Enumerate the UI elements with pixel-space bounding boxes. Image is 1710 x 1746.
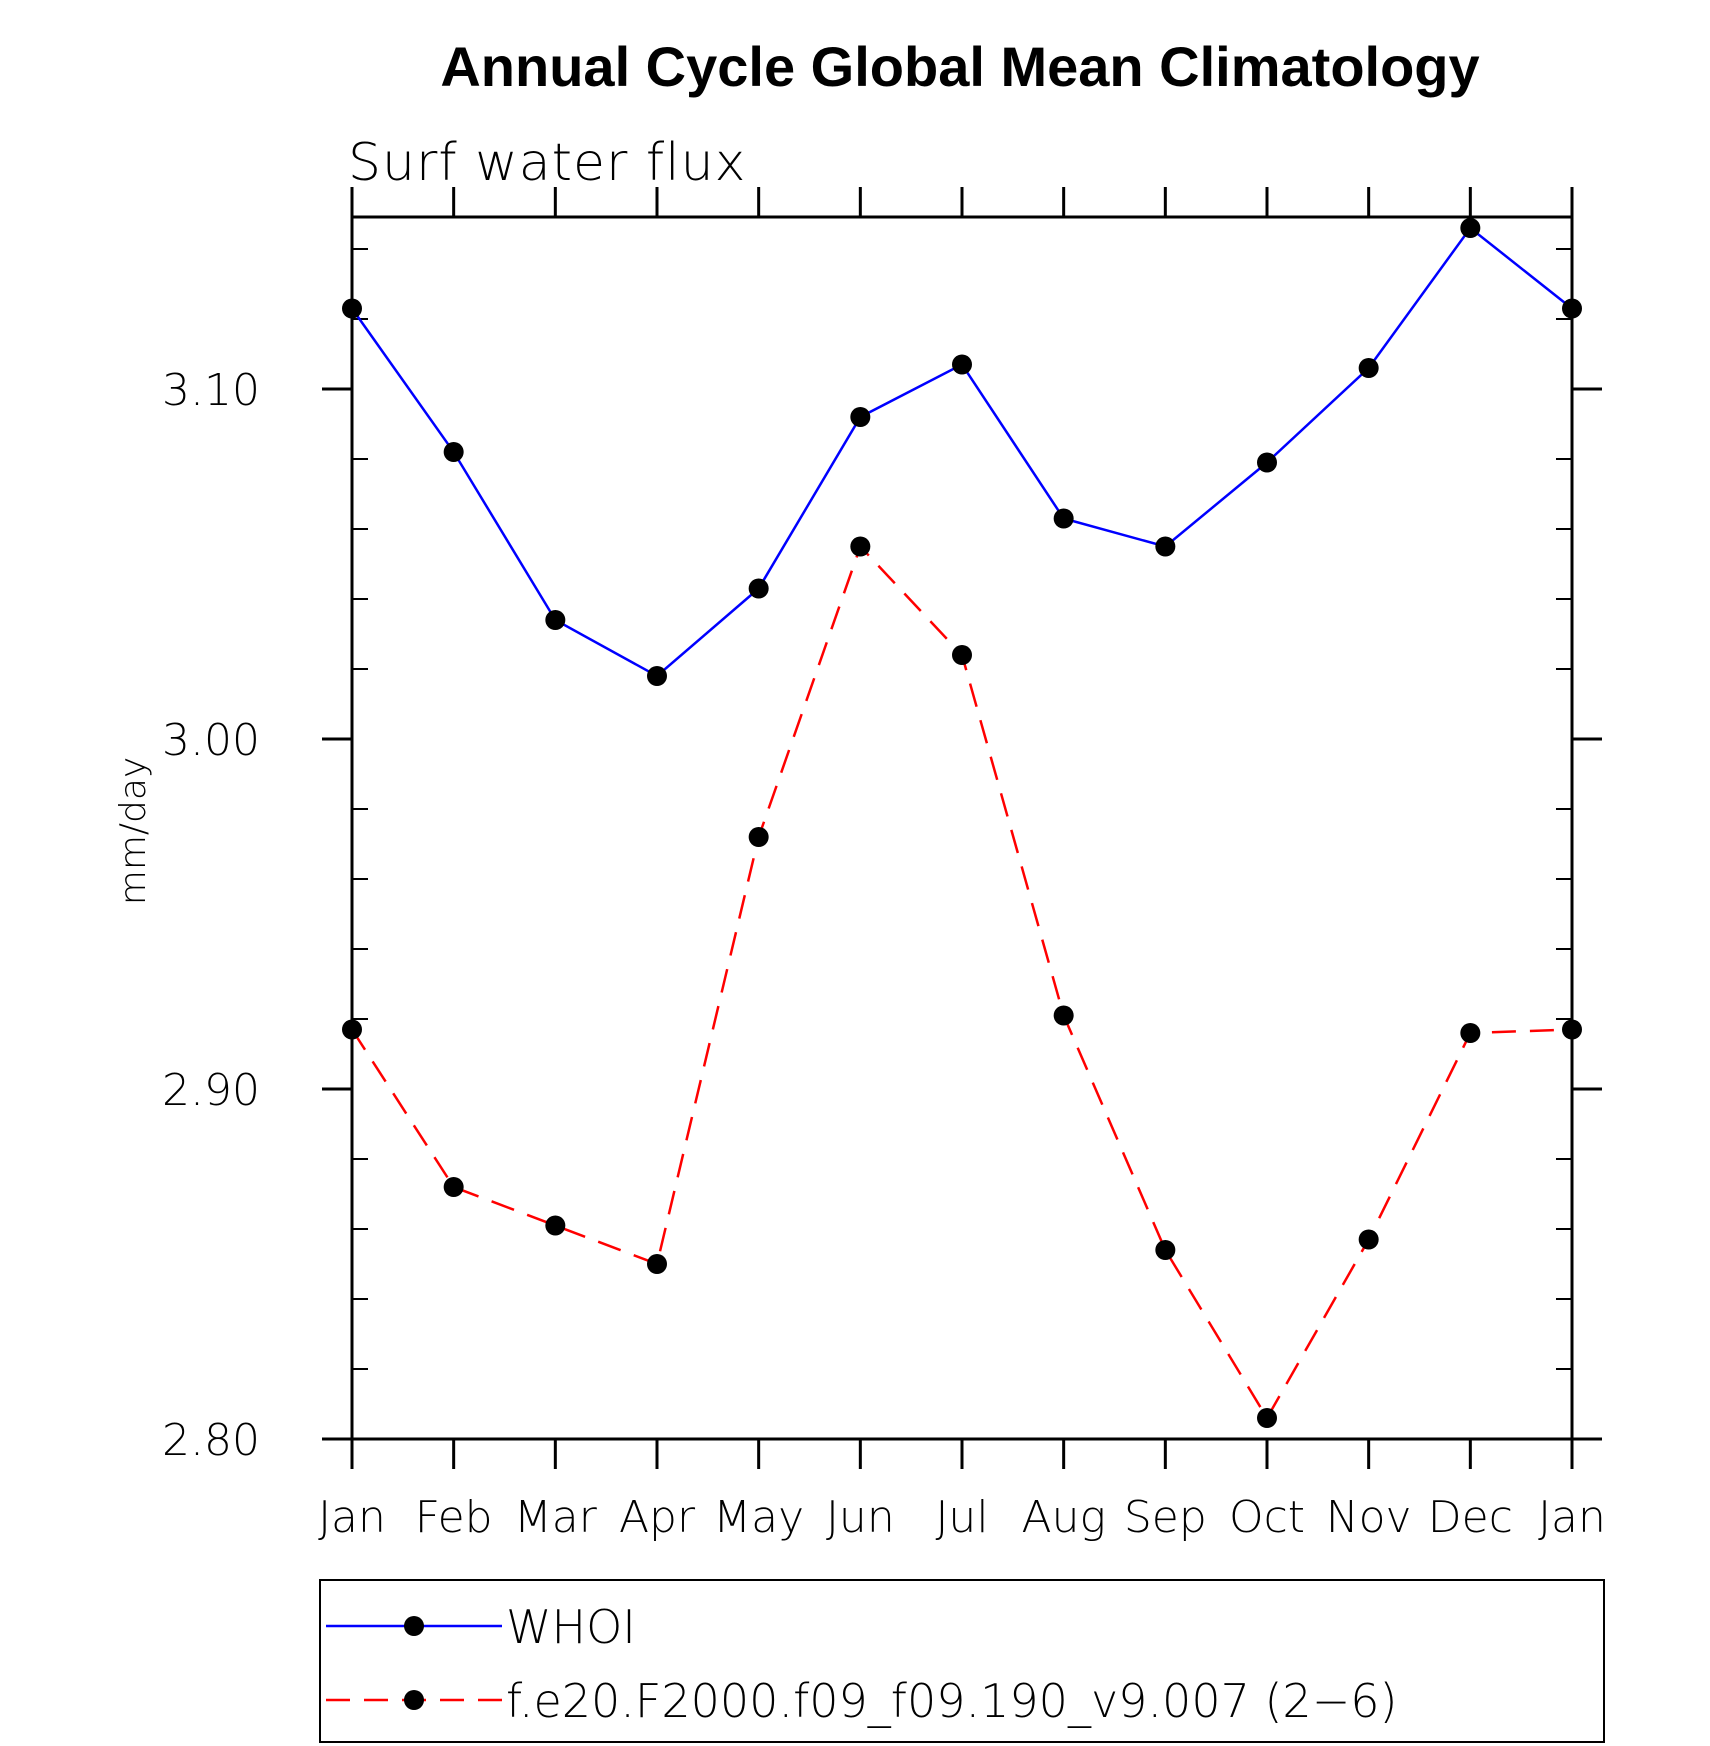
- series-1-point: [748, 827, 769, 847]
- legend-label-whoi: WHOI: [506, 1600, 636, 1654]
- series-0-point: [1358, 358, 1379, 378]
- series-layer: [342, 218, 1582, 1428]
- legend-label-model: f.e20.F2000.f09_f09.190_v9.007 (2−6): [506, 1674, 1397, 1728]
- legend: WHOI f.e20.F2000.f09_f09.190_v9.007 (2−6…: [319, 1579, 1605, 1743]
- x-tick-label: May: [713, 1492, 804, 1543]
- series-1-point: [1053, 1005, 1074, 1026]
- x-tick-label: Jul: [935, 1492, 988, 1543]
- x-tick-label: Oct: [1229, 1492, 1305, 1543]
- x-tick-label: Jun: [826, 1492, 895, 1543]
- series-line-1: [350, 544, 1573, 1421]
- series-line-0: [350, 226, 1573, 678]
- series-1-point: [1562, 1019, 1582, 1040]
- series-1-point: [850, 536, 871, 557]
- series-0-point: [1053, 508, 1074, 529]
- series-0-point: [342, 298, 362, 319]
- y-tick-label: 3.10: [162, 365, 260, 416]
- series-1-point: [443, 1177, 464, 1197]
- x-tick-label: Mar: [514, 1492, 598, 1543]
- plot-frame: [350, 215, 1574, 1441]
- chart-title: Annual Cycle Global Mean Climatology: [440, 35, 1479, 98]
- x-tick-label: Apr: [619, 1492, 696, 1543]
- y-tick-label: 2.90: [162, 1065, 260, 1116]
- x-tick-label: Dec: [1428, 1492, 1513, 1543]
- series-1-point: [647, 1254, 667, 1274]
- x-tick-label: Feb: [415, 1492, 493, 1543]
- series-1-point: [1358, 1229, 1379, 1250]
- series-0-point: [1562, 298, 1582, 319]
- y-tick-label: 2.80: [162, 1415, 260, 1466]
- series-0-point: [1155, 536, 1176, 557]
- y-axis-label: mm/day: [113, 757, 154, 905]
- series-1-point: [1460, 1023, 1481, 1043]
- series-1-point: [545, 1215, 566, 1236]
- x-tick-label: Nov: [1326, 1492, 1412, 1543]
- series-1-point: [342, 1019, 362, 1040]
- x-tick-label: Sep: [1124, 1492, 1207, 1543]
- series-0-point: [748, 578, 769, 599]
- x-tick-label: Jan: [1538, 1492, 1606, 1543]
- series-1-point: [1155, 1240, 1176, 1260]
- series-0-point: [952, 354, 972, 375]
- x-tick-label: Aug: [1021, 1492, 1105, 1543]
- series-0-point: [443, 442, 464, 462]
- chart-subtitle: Surf water flux: [348, 133, 746, 193]
- series-0-point: [850, 407, 871, 427]
- series-0-point: [647, 666, 667, 686]
- legend-marker-model: [404, 1690, 424, 1710]
- series-0-point: [1257, 452, 1277, 473]
- x-tick-label: Jan: [318, 1492, 386, 1543]
- series-0-point: [1460, 218, 1481, 238]
- series-1-point: [952, 645, 972, 665]
- y-tick-label: 3.00: [162, 715, 260, 766]
- series-0-point: [545, 610, 566, 630]
- legend-marker-whoi: [404, 1616, 424, 1636]
- axes-ticks: Jan Feb Mar Apr May Jun Jul Aug Sep Oct Nov Dec Jan 2…: [162, 187, 1606, 1543]
- legend-box: [319, 1579, 1605, 1743]
- series-1-point: [1257, 1408, 1277, 1428]
